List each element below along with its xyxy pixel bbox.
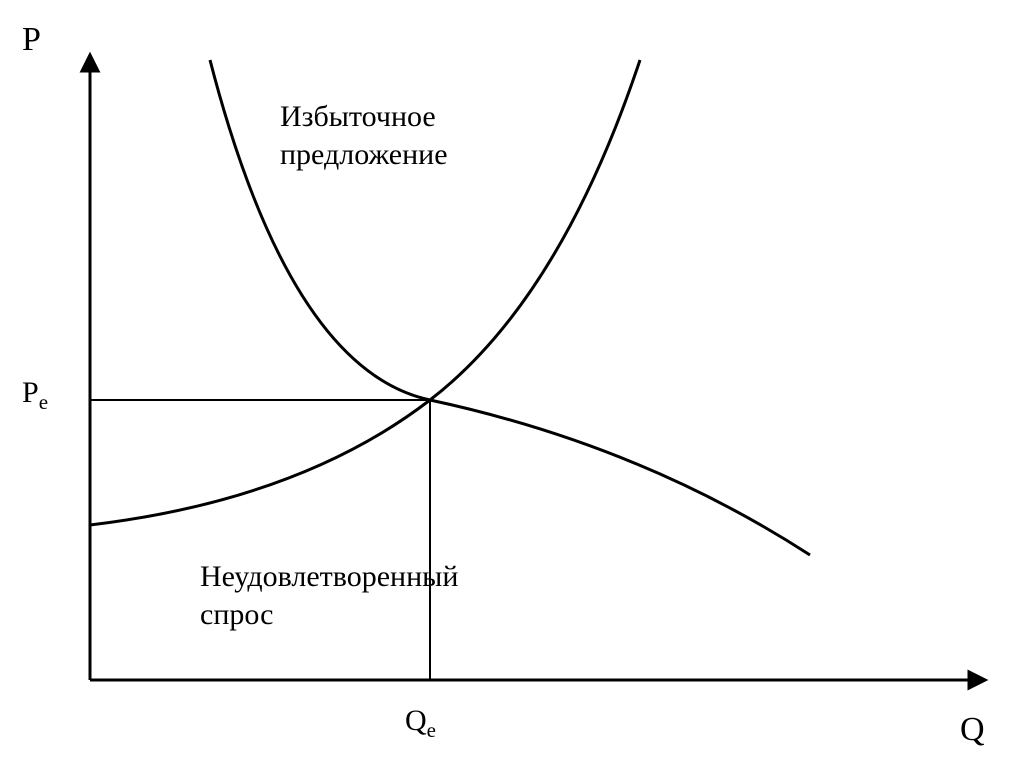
chart-stage: P Q Pe Qe Избыточное предложение Неудовл…: [0, 0, 1024, 768]
pe-label: Pe: [22, 376, 48, 414]
excess-supply-label-line2: предложение: [280, 138, 448, 173]
qe-sub: e: [427, 718, 436, 742]
pe-sub: e: [39, 390, 48, 414]
qe-label: Qe: [405, 704, 436, 742]
y-axis-label: P: [22, 20, 41, 59]
excess-supply-label-line1: Избыточное: [280, 100, 436, 135]
supply-demand-plot: [0, 0, 1024, 768]
qe-base: Q: [405, 704, 427, 737]
unmet-demand-label-line1: Неудовлетворенный: [200, 560, 458, 595]
pe-base: P: [22, 376, 39, 409]
unmet-demand-label-line2: спрос: [200, 598, 273, 633]
x-axis-label: Q: [960, 710, 985, 749]
